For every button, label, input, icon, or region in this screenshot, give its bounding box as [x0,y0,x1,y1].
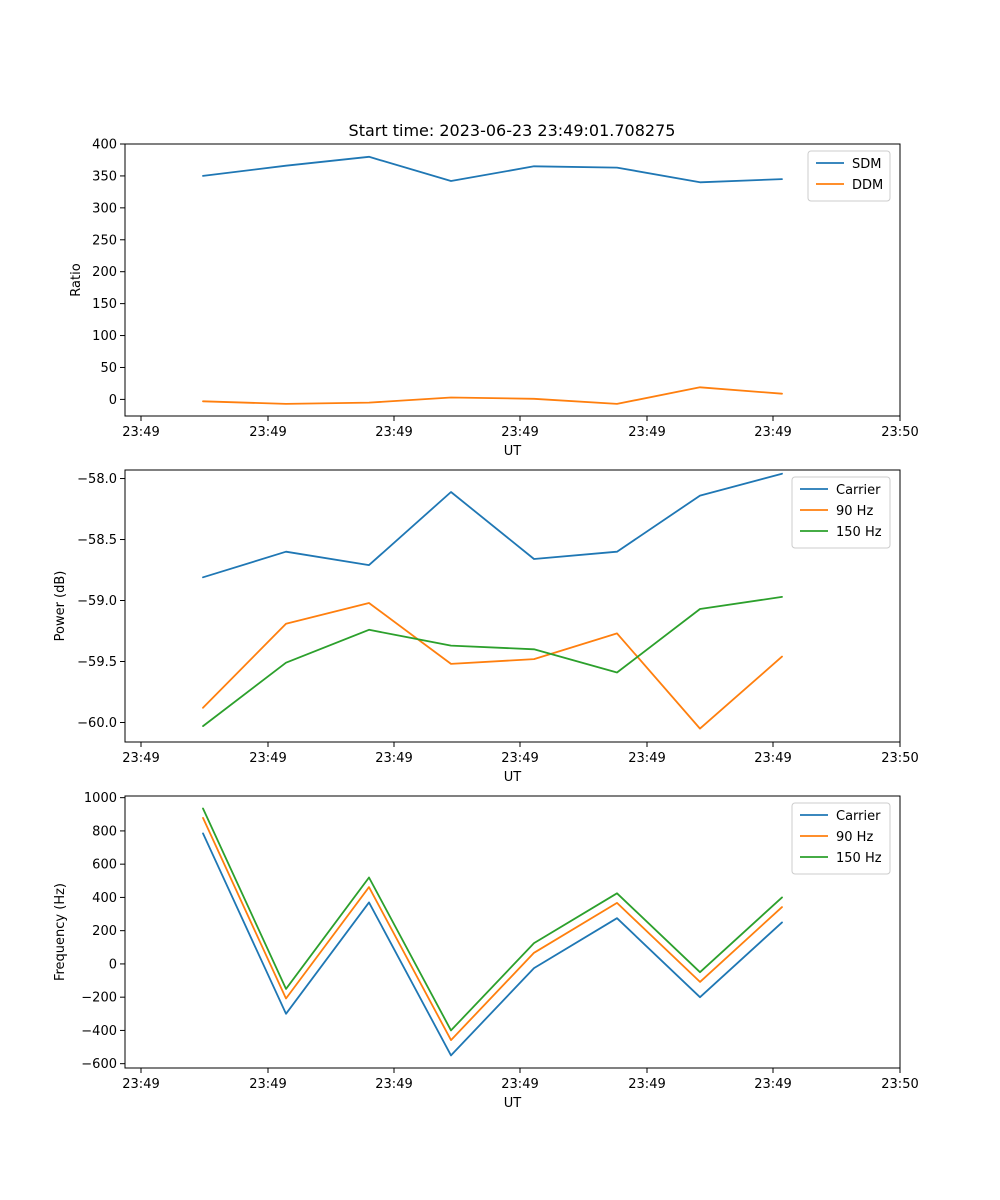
x-tick-label: 23:49 [754,425,791,440]
y-tick-label: 800 [92,824,117,839]
ratio-panel: 23:49 23:49 23:49 23:49 23:49 23:49 23:50 0 50 10… [69,138,919,460]
y-tick-label: 150 [92,297,117,312]
x-tick-label: 23:49 [375,751,412,766]
legend: SDM DDM [807,150,891,202]
legend-entry: Carrier [836,809,881,824]
x-axis-label: UT [504,1096,522,1111]
y-tick-label: −200 [81,991,117,1006]
x-tick-label: 23:49 [754,1077,791,1092]
y-tick-label: 300 [92,201,117,216]
legend: Carrier 90 Hz 150 Hz [791,802,891,875]
y-tick-label: 100 [92,329,117,344]
y-axis-label: Ratio [69,263,84,296]
x-axis-label: UT [504,770,522,785]
y-tick-label: −59.5 [77,655,117,670]
series-line-150-hz [202,807,783,1032]
x-tick-label: 23:49 [375,425,412,440]
y-axis-label: Frequency (Hz) [53,883,68,981]
x-tick-label: 23:49 [501,1077,538,1092]
y-tick-label: 0 [109,957,117,972]
legend-entry: 90 Hz [836,504,873,519]
y-tick-label: −58.5 [77,533,117,548]
series-line-sdm [202,155,783,184]
legend-entry: SDM [852,157,881,172]
legend-entry: Carrier [836,483,881,498]
x-tick-label: 23:49 [501,751,538,766]
x-tick-label: 23:50 [881,751,918,766]
chart-title: Start time: 2023-06-23 23:49:01.708275 [349,121,676,140]
x-tick-label: 23:49 [628,425,665,440]
y-tick-label: 400 [92,891,117,906]
x-tick-label: 23:49 [249,425,286,440]
x-tick-label: 23:49 [122,1077,159,1092]
series-line-carrier [202,832,783,1057]
legend-entry: 150 Hz [836,851,882,866]
y-tick-label: 350 [92,169,117,184]
power-panel: 23:49 23:49 23:49 23:49 23:49 23:49 23:50 −60.0… [53,469,919,785]
x-tick-label: 23:49 [754,751,791,766]
x-tick-label: 23:49 [122,425,159,440]
y-tick-label: −400 [81,1024,117,1039]
y-tick-label: 50 [100,361,117,376]
x-tick-label: 23:49 [249,1077,286,1092]
series-line-ddm [202,386,783,405]
y-tick-label: 1000 [84,791,117,806]
x-axis-label: UT [504,444,522,459]
axes-frame [124,469,901,743]
series-line-90-hz [202,817,783,1041]
y-axis-label: Power (dB) [53,571,68,642]
y-tick-label: 0 [109,393,117,408]
y-tick-label: 200 [92,265,117,280]
x-tick-label: 23:49 [501,425,538,440]
legend-entry: 90 Hz [836,830,873,845]
frequency-panel: 23:49 23:49 23:49 23:49 23:49 23:49 23:50 −600 −… [53,791,919,1111]
x-tick-label: 23:50 [881,1077,918,1092]
y-tick-label: 250 [92,233,117,248]
x-tick-label: 23:50 [881,425,918,440]
x-tick-label: 23:49 [375,1077,412,1092]
x-tick-label: 23:49 [249,751,286,766]
legend: Carrier 90 Hz 150 Hz [791,476,891,549]
y-tick-label: −60.0 [77,716,117,731]
y-tick-label: 600 [92,858,117,873]
x-tick-label: 23:49 [628,1077,665,1092]
x-tick-label: 23:49 [628,751,665,766]
series-line-90-hz [202,602,783,730]
series-line-150-hz [202,596,783,727]
y-tick-label: 400 [92,138,117,153]
axes-frame [124,795,901,1069]
y-tick-label: 200 [92,924,117,939]
y-tick-label: −600 [81,1057,117,1072]
legend-entry: 150 Hz [836,525,882,540]
x-tick-label: 23:49 [122,751,159,766]
y-tick-label: −59.0 [77,594,117,609]
axes-frame [124,143,901,417]
legend-entry: DDM [852,178,883,193]
series-line-carrier [202,472,783,579]
y-tick-label: −58.0 [77,472,117,487]
